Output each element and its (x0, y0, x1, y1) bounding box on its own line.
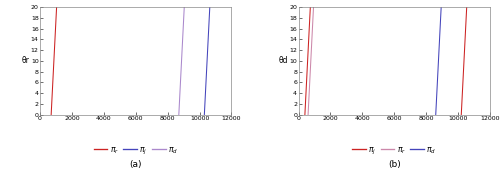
Y-axis label: θd: θd (279, 56, 288, 65)
Text: (b): (b) (388, 160, 400, 169)
Legend: $\pi_j$, $\pi_r$, $\pi_d$: $\pi_j$, $\pi_r$, $\pi_d$ (349, 142, 440, 160)
Y-axis label: θr: θr (21, 56, 29, 65)
Text: (a): (a) (130, 160, 142, 169)
Legend: $\pi_r$, $\pi_j$, $\pi_d$: $\pi_r$, $\pi_j$, $\pi_d$ (90, 142, 181, 160)
